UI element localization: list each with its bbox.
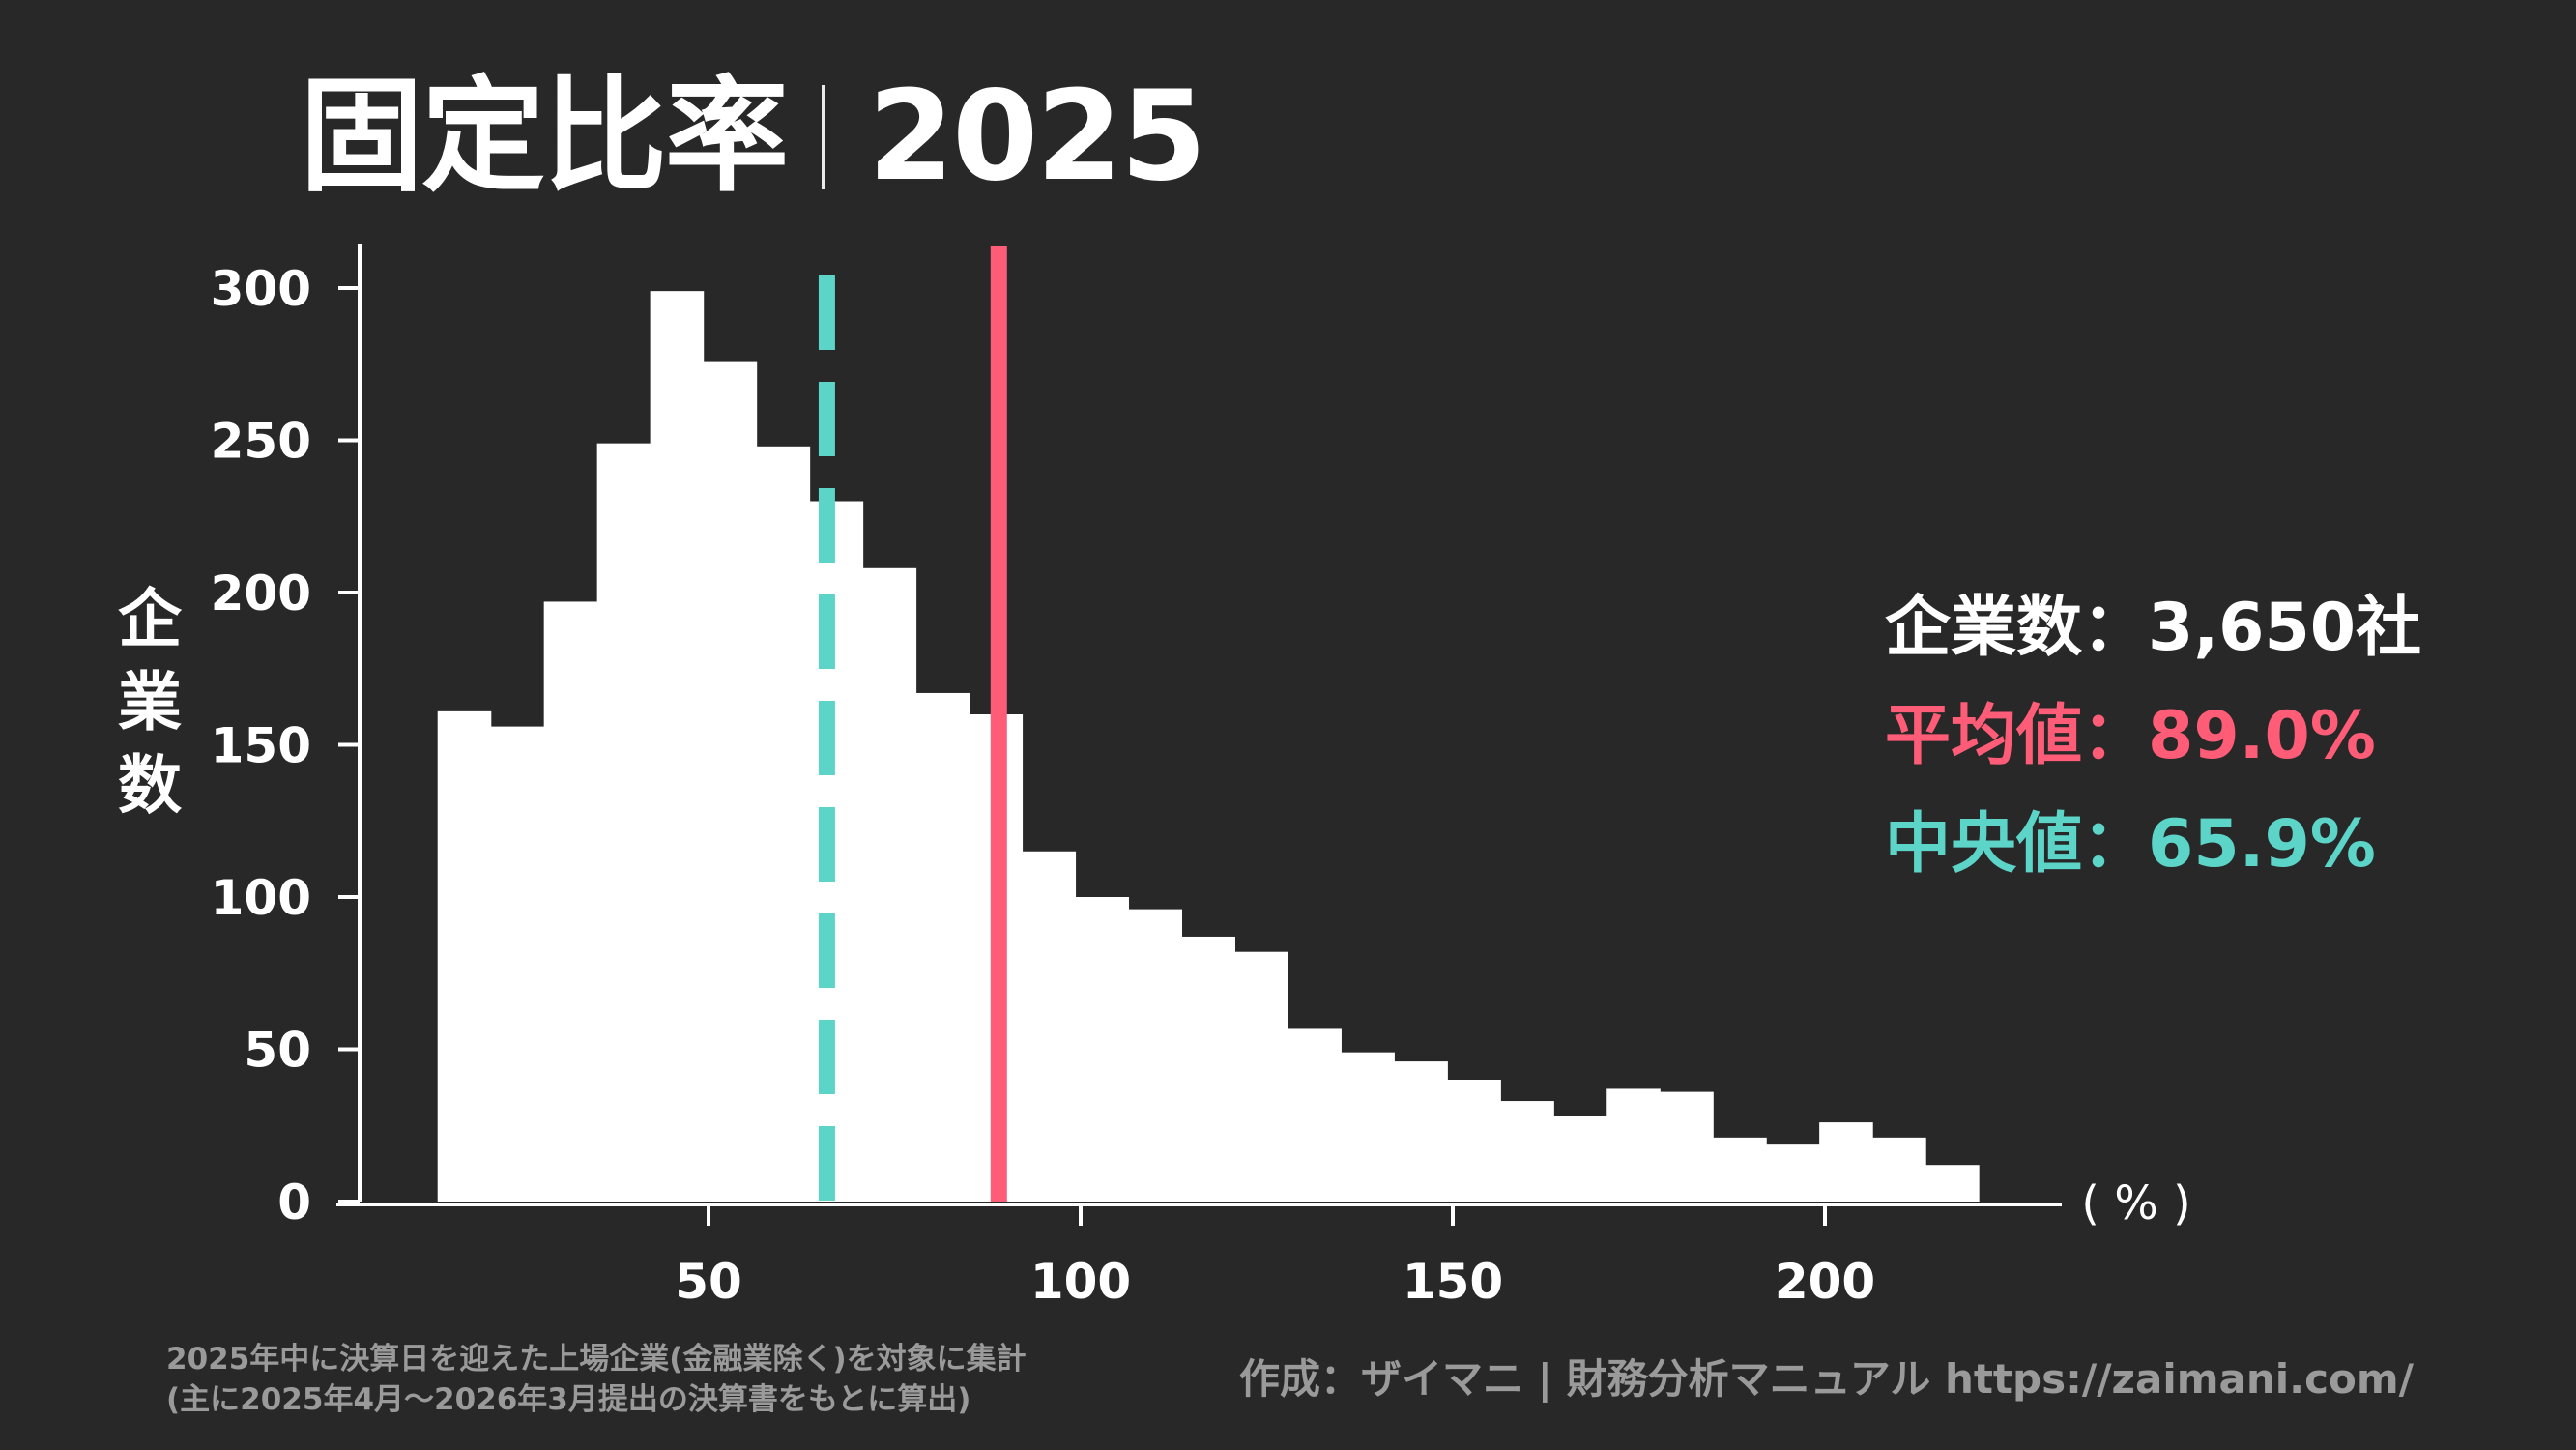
histogram-bar — [596, 443, 651, 1202]
median-value: 中央値：65.9% — [1885, 806, 2376, 883]
histogram-bar — [650, 291, 705, 1202]
x-tick-label: 100 — [1030, 1254, 1131, 1310]
histogram-bar — [1075, 897, 1130, 1202]
credit: 作成：ザイマニ | 財務分析マニュアル https://zaimani.com/ — [1239, 1355, 2414, 1403]
y-axis-label: 企業数 — [106, 578, 193, 826]
footnote-line-1: 2025年中に決算日を迎えた上場企業(金融業除く)を対象に集計 — [166, 1342, 1027, 1377]
histogram-bar — [862, 567, 917, 1202]
title-separator — [822, 85, 826, 189]
y-tick-label: 0 — [277, 1174, 311, 1231]
histogram-bar — [490, 726, 545, 1202]
histogram-bar — [1553, 1116, 1607, 1202]
histogram-bar — [1925, 1165, 1980, 1202]
y-tick-label: 150 — [211, 718, 311, 774]
histogram-bar — [1500, 1101, 1554, 1202]
company-count: 企業数：3,650社 — [1885, 590, 2422, 666]
y-tick-label: 50 — [244, 1023, 311, 1079]
y-tick-label: 300 — [211, 261, 311, 317]
mean-value: 平均値：89.0% — [1885, 698, 2376, 774]
y-tick-label: 200 — [211, 566, 311, 622]
histogram-bar — [1288, 1028, 1342, 1202]
histogram-bar — [1872, 1137, 1926, 1202]
histogram-bar — [1766, 1144, 1820, 1202]
histogram-bar — [915, 692, 970, 1202]
histogram-bar — [1234, 951, 1288, 1202]
footnote-line-2: (主に2025年4月～2026年3月提出の決算書をもとに算出) — [166, 1382, 971, 1417]
x-axis-unit-label: ( % ) — [2081, 1176, 2191, 1231]
reference-lines — [818, 246, 1007, 1202]
stats-panel: 企業数：3,650社 平均値：89.0% 中央値：65.9% — [1885, 574, 2421, 899]
histogram-bar — [1341, 1052, 1395, 1202]
histogram-bar — [1606, 1088, 1661, 1202]
histogram-bar — [1181, 936, 1235, 1202]
title-metric: 固定比率 — [300, 65, 789, 209]
histogram-bar — [543, 601, 598, 1202]
histogram-bar — [809, 501, 864, 1202]
y-tick-label: 100 — [211, 870, 311, 926]
histogram-bar — [1819, 1122, 1873, 1202]
y-axis-label-text: 企業数 — [118, 582, 182, 823]
histogram-bar — [1447, 1080, 1501, 1202]
x-tick-label: 50 — [675, 1254, 742, 1310]
chart-title: 固定比率 2025 — [300, 65, 1206, 209]
footnote: 2025年中に決算日を迎えた上場企業(金融業除く)を対象に集計 (主に2025年… — [166, 1339, 1027, 1420]
histogram-bar — [1713, 1137, 1767, 1202]
histogram-bar — [1128, 909, 1183, 1202]
histogram-bar — [1394, 1061, 1448, 1202]
histogram-bar — [1022, 851, 1077, 1202]
y-tick-label: 250 — [211, 414, 311, 470]
title-year: 2025 — [868, 65, 1206, 209]
histogram-bar — [703, 361, 758, 1203]
histogram-bar — [756, 446, 811, 1202]
histogram-bar — [437, 710, 492, 1202]
x-tick-label: 200 — [1775, 1254, 1875, 1310]
x-tick-label: 150 — [1403, 1254, 1503, 1310]
histogram-bars — [437, 291, 1980, 1203]
histogram-bar — [1660, 1091, 1714, 1202]
axes: 0 50 100 150 200 250 300 50 100 150 200 ( % ) — [211, 244, 2191, 1310]
